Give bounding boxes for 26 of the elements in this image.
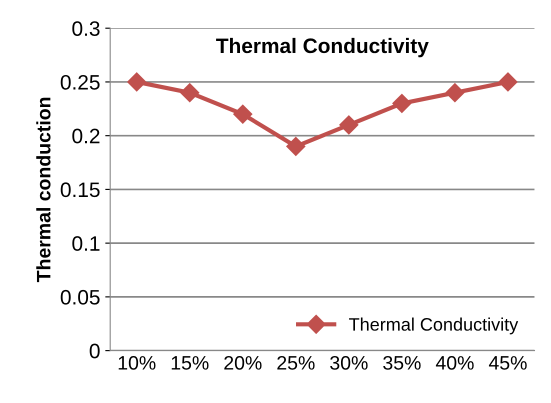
x-tick-label: 45% <box>488 356 527 370</box>
y-tick-label: 0.1 <box>72 236 100 251</box>
y-tick-label: 0 <box>90 344 100 358</box>
x-tick-label: 25% <box>277 356 315 370</box>
x-tick-label: 15% <box>172 356 209 370</box>
y-tick-label: 0.25 <box>60 74 100 90</box>
y-tick-label: 0.05 <box>60 290 100 305</box>
point <box>392 94 412 113</box>
point <box>339 115 358 134</box>
y-tick-label: 0.3 <box>72 21 100 36</box>
point <box>127 72 146 92</box>
y-tick-label: 0.2 <box>72 128 100 144</box>
chart-title: Thermal Conductivity <box>216 38 429 58</box>
y-axis-title: Thermal conduction <box>36 98 51 282</box>
point <box>445 83 464 102</box>
legend-label: Thermal Conductivity <box>349 318 518 334</box>
point <box>180 83 200 102</box>
point <box>233 104 252 124</box>
x-tick-label: 40% <box>436 356 474 370</box>
x-tick-label: 20% <box>224 356 262 370</box>
point <box>286 136 306 156</box>
x-tick-label: 10% <box>118 356 156 370</box>
point <box>498 72 518 92</box>
x-tick-label: 30% <box>330 356 368 370</box>
x-tick-label: 35% <box>383 356 421 370</box>
y-tick-label: 0.15 <box>60 182 100 198</box>
